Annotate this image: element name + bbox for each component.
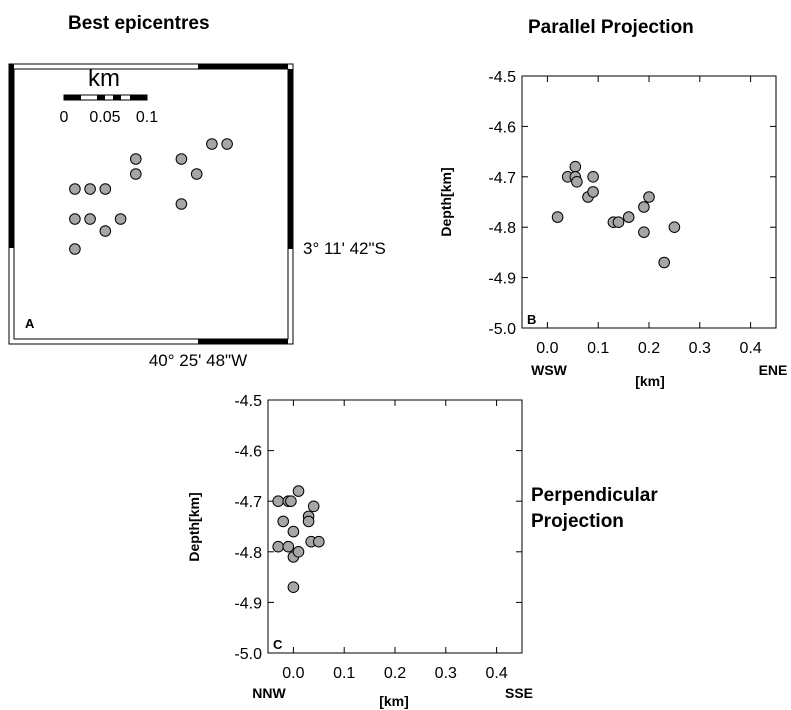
- perpendicular-x-tick-label-0: 0.0: [282, 665, 304, 682]
- perpendicular-point-13: [307, 500, 320, 513]
- perpendicular-x-tick-label-1: 0.1: [333, 665, 355, 682]
- panel-label-c: C: [273, 637, 283, 652]
- map-point-7: [99, 225, 112, 237]
- perpendicular-point-5: [277, 515, 290, 528]
- perpendicular-y-tick-label-4: -4.9: [234, 595, 262, 612]
- scale-tick-0: 0: [60, 109, 69, 126]
- parallel-x-tick-label-1: 0.1: [587, 340, 609, 357]
- map-bottom-graticule-bar: [198, 339, 288, 344]
- parallel-point-1: [551, 211, 564, 223]
- map-point-12: [190, 168, 203, 180]
- longitude-label: 40° 25' 48"W: [149, 351, 247, 370]
- scale-bar: [63, 94, 148, 101]
- parallel-y-tick-label-3: -4.8: [488, 220, 516, 237]
- parallel-y-tick-label-0: -4.5: [488, 69, 516, 86]
- perpendicular-y-tick-label-0: -4.5: [234, 393, 262, 410]
- parallel-point-7: [587, 171, 599, 183]
- perpendicular-point-4: [292, 485, 305, 497]
- map-points: [69, 138, 233, 255]
- perpendicular-x-right-end: SSE: [505, 685, 533, 701]
- perpendicular-x-tick-label-2: 0.2: [384, 665, 406, 682]
- parallel-x-tick-label-3: 0.3: [689, 340, 711, 357]
- parallel-point-10: [612, 216, 625, 228]
- perpendicular-y-tick-label-1: -4.6: [234, 444, 262, 461]
- map-point-8: [69, 243, 81, 255]
- perpendicular-point-1: [272, 495, 285, 508]
- perpendicular-x-tick-label-4: 0.4: [485, 665, 507, 682]
- parallel-x-tick-label-0: 0.0: [536, 340, 558, 357]
- perpendicular-axes: 0.0 0.1 0.2 0.3 0.4 -4.5 -4.6 -4.7 -4.8 -4.9 -5.0: [234, 393, 522, 682]
- perpendicular-point-15: [313, 535, 325, 548]
- perpendicular-point-7: [272, 540, 285, 553]
- parallel-points: [551, 160, 681, 269]
- scale-unit-label: km: [88, 65, 120, 92]
- scale-tick-0.05: 0.05: [89, 109, 120, 126]
- map-point-2: [84, 183, 96, 195]
- parallel-point-16: [668, 221, 681, 233]
- panel-c-perpendicular: Perpendicular Projection 0.0 0.1 0.2 0.3 0.4…: [186, 393, 663, 709]
- parallel-y-tick-label-1: -4.6: [488, 119, 516, 136]
- map-right-graticule-bar: [288, 69, 293, 249]
- perpendicular-title-line-1: Perpendicular: [531, 485, 658, 506]
- perpendicular-point-12: [302, 515, 315, 528]
- perpendicular-y-tick-label-5: -5.0: [234, 646, 262, 663]
- panel-label-b: B: [527, 312, 536, 327]
- panel-a-map: Best epicentres km 0 0.05 0.1 3° 11' 42"…: [8, 13, 386, 370]
- parallel-point-13: [638, 226, 650, 238]
- map-point-9: [130, 153, 142, 165]
- map-point-11: [175, 153, 188, 165]
- parallel-point-3: [569, 160, 582, 173]
- panel-label-a: A: [25, 316, 35, 331]
- parallel-point-5: [571, 176, 583, 188]
- perpendicular-point-16: [287, 581, 300, 594]
- map-left-graticule-bar: [9, 64, 14, 248]
- parallel-point-15: [658, 256, 671, 269]
- map-point-5: [84, 213, 96, 225]
- perpendicular-title-line-2: Projection: [531, 511, 624, 532]
- parallel-point-11: [622, 211, 635, 223]
- map-point-13: [175, 198, 188, 210]
- map-title: Best epicentres: [68, 13, 210, 34]
- perpendicular-point-3: [285, 495, 297, 508]
- perpendicular-title: Perpendicular Projection: [531, 485, 663, 532]
- map-top-graticule-bar: [198, 64, 288, 69]
- parallel-x-axis-label: [km]: [635, 373, 665, 389]
- parallel-y-tick-label-2: -4.7: [488, 170, 516, 187]
- perpendicular-points: [272, 485, 325, 594]
- parallel-title: Parallel Projection: [528, 17, 694, 38]
- map-point-4: [69, 213, 81, 225]
- perpendicular-x-tick-label-3: 0.3: [435, 665, 457, 682]
- perpendicular-y-tick-label-2: -4.7: [234, 494, 262, 511]
- parallel-axes: 0.0 0.1 0.2 0.3 0.4 -4.5 -4.6 -4.7 -4.8 -4.9 -5.0: [488, 69, 776, 357]
- perpendicular-point-10: [292, 546, 305, 558]
- perpendicular-y-tick-label-3: -4.8: [234, 545, 262, 562]
- parallel-point-12: [638, 201, 650, 213]
- parallel-x-right-end: ENE: [759, 362, 788, 378]
- perpendicular-point-6: [287, 525, 300, 538]
- parallel-x-tick-label-4: 0.4: [739, 340, 761, 357]
- perpendicular-point-8: [282, 540, 295, 553]
- panel-b-parallel: Parallel Projection 0.0 0.1 0.2 0.3 0.4 -4.5 -…: [438, 17, 787, 389]
- parallel-y-tick-label-5: -5.0: [488, 321, 516, 338]
- parallel-point-14: [643, 191, 655, 203]
- parallel-y-axis-label: Depth[km]: [438, 167, 454, 236]
- perpendicular-x-left-end: NNW: [252, 685, 286, 701]
- parallel-point-8: [587, 186, 599, 198]
- map-point-3: [99, 183, 112, 195]
- map-point-14: [206, 138, 218, 150]
- perpendicular-x-axis-label: [km]: [379, 693, 409, 709]
- map-point-6: [114, 213, 127, 225]
- perpendicular-y-axis-label: Depth[km]: [186, 492, 202, 561]
- latitude-label: 3° 11' 42"S: [303, 239, 386, 258]
- map-point-1: [69, 183, 81, 195]
- parallel-y-tick-label-4: -4.9: [488, 271, 516, 288]
- scale-tick-0.1: 0.1: [136, 109, 158, 126]
- parallel-x-tick-label-2: 0.2: [638, 340, 660, 357]
- map-plot-area: [13, 68, 289, 340]
- parallel-x-left-end: WSW: [531, 362, 568, 378]
- map-point-15: [221, 138, 233, 150]
- map-point-10: [130, 168, 142, 180]
